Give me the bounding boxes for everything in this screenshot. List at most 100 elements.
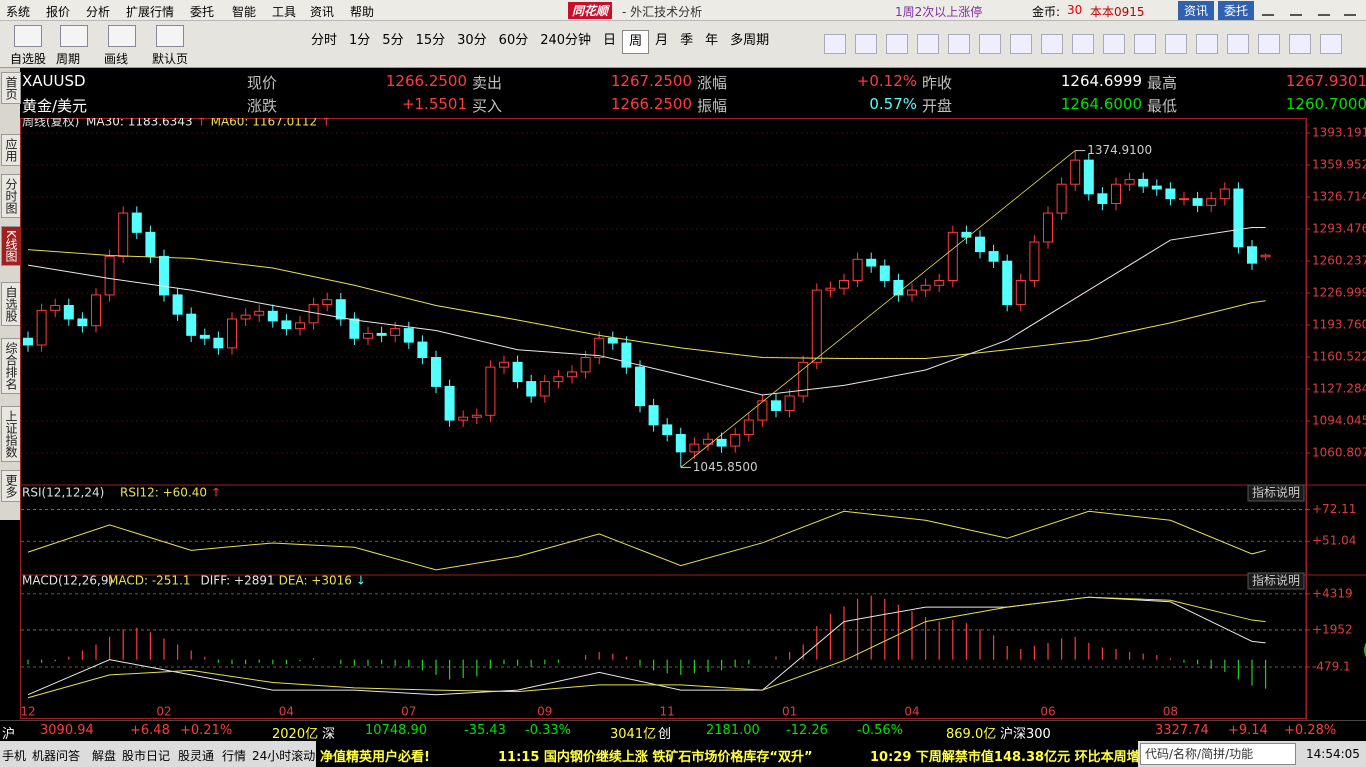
status-button[interactable]: 解盘 xyxy=(92,749,117,763)
y-tick-label: 1094.045 xyxy=(1312,413,1366,427)
tool-icon[interactable] xyxy=(1103,34,1125,54)
x-tick-label: 07 xyxy=(401,705,416,719)
candle-body xyxy=(118,212,129,257)
candle-body xyxy=(213,337,224,349)
tool-icon[interactable] xyxy=(824,34,846,54)
status-button[interactable]: 股灵通 xyxy=(178,749,215,763)
menu-item[interactable]: 扩展行情 xyxy=(126,5,175,19)
status-button[interactable]: 股市日记 xyxy=(122,749,171,763)
toolbar-icon[interactable] xyxy=(14,25,42,47)
period-button[interactable]: 周 xyxy=(622,30,650,54)
tool-icon[interactable] xyxy=(948,34,970,54)
sidebar-tab[interactable]: 综合排名 xyxy=(1,338,21,394)
coins-label: 金币: xyxy=(1032,5,1061,19)
toolbar-icon[interactable] xyxy=(156,25,184,47)
toolbar-label[interactable]: 画线 xyxy=(104,52,129,66)
tool-icon[interactable] xyxy=(1041,34,1063,54)
sidebar-tab[interactable]: 应用 xyxy=(1,134,21,166)
quote-label: 涨幅 xyxy=(697,74,728,92)
menu-bar: 系统 报价 分析 扩展行情 委托 智能 工具 资讯 帮助 同花顺 - 外汇技术分析 1周2次以上涨停金… xyxy=(0,0,1366,21)
candle-body xyxy=(893,279,904,296)
tool-icon[interactable] xyxy=(1289,34,1311,54)
period-button[interactable]: 5分 xyxy=(382,33,404,48)
menu-item[interactable]: 资讯 xyxy=(310,5,335,19)
index-item: +0.21% xyxy=(180,723,233,738)
tool-icon[interactable] xyxy=(917,34,939,54)
tool-icon[interactable] xyxy=(886,34,908,54)
search-box[interactable]: 代码/名称/简拼/功能 xyxy=(1140,743,1296,765)
indicator-help[interactable]: 指标说明 xyxy=(1252,485,1300,500)
tool-icon[interactable] xyxy=(1010,34,1032,54)
news-item[interactable]: 净值精英用户必看! xyxy=(320,750,430,765)
period-button[interactable]: 1分 xyxy=(349,33,371,48)
status-button[interactable]: 手机 xyxy=(2,749,27,763)
sidebar-tab[interactable]: 分时图 xyxy=(1,174,21,218)
period-button[interactable]: 日 xyxy=(603,33,617,48)
toolbar-label[interactable]: 周期 xyxy=(56,52,81,66)
tool-icon[interactable] xyxy=(855,34,877,54)
news-button[interactable]: 资讯 xyxy=(1178,1,1215,20)
tool-icon[interactable] xyxy=(1196,34,1218,54)
status-button[interactable]: 机器问答 xyxy=(32,749,81,763)
period-button[interactable]: 30分 xyxy=(457,33,487,48)
index-item: 2181.00 xyxy=(706,723,760,738)
candle-body xyxy=(471,414,482,418)
sidebar-tab[interactable]: 自选股 xyxy=(1,282,21,326)
period-button[interactable]: 月 xyxy=(655,33,669,48)
toolbar-label[interactable]: 自选股 xyxy=(10,52,47,66)
period-button[interactable]: 60分 xyxy=(498,33,529,48)
candle-body xyxy=(50,305,61,311)
menu-item[interactable]: 报价 xyxy=(46,5,71,19)
tool-icon[interactable] xyxy=(1320,34,1342,54)
sidebar-tab[interactable]: 首页 xyxy=(1,72,21,104)
tool-icon[interactable] xyxy=(1165,34,1187,54)
candle-body xyxy=(1043,212,1053,243)
period-button[interactable]: 240分钟 xyxy=(540,33,592,48)
period-button[interactable]: 多周期 xyxy=(730,33,770,48)
indicator-help[interactable]: 指标说明 xyxy=(1252,573,1300,588)
candle-body xyxy=(771,400,781,411)
symbol-name: 黄金/美元 xyxy=(22,97,88,115)
menu-item[interactable]: 帮助 xyxy=(350,5,375,19)
sidebar-tab[interactable]: 上证指数 xyxy=(1,406,21,462)
menu-item[interactable]: 工具 xyxy=(272,5,297,19)
panel-title: 周线(复权) xyxy=(22,118,79,129)
tool-icon[interactable] xyxy=(1227,34,1249,54)
candle-body xyxy=(431,356,441,387)
menu-item[interactable]: 系统 xyxy=(6,5,31,19)
toolbar-icon[interactable] xyxy=(60,25,88,47)
status-button[interactable]: 24小时滚动 xyxy=(252,749,316,763)
toolbar-label[interactable]: 默认页 xyxy=(152,52,189,66)
candle-body xyxy=(553,376,564,383)
candle-body xyxy=(594,337,605,358)
trade-button[interactable]: 委托 xyxy=(1218,1,1255,20)
quote-value: +1.5501 xyxy=(401,95,467,113)
legend-entry: DIFF: +2891 xyxy=(201,574,275,588)
quote-value: +0.12% xyxy=(856,72,917,90)
candle-body xyxy=(879,265,890,281)
candle-body xyxy=(1015,279,1026,306)
sidebar-tab[interactable]: 更多 xyxy=(1,470,21,502)
tool-icon[interactable] xyxy=(1258,34,1280,54)
menu-item[interactable]: 智能 xyxy=(232,5,257,19)
toolbar-icon[interactable] xyxy=(108,25,136,47)
tool-icon[interactable] xyxy=(979,34,1001,54)
notice-link[interactable]: 1周2次以上涨停 xyxy=(895,5,983,19)
user-name[interactable]: 本本0915 xyxy=(1090,5,1145,19)
period-button[interactable]: 季 xyxy=(680,33,694,48)
menu-item[interactable]: 委托 xyxy=(190,5,215,19)
menu-item[interactable]: 分析 xyxy=(86,5,111,19)
period-button[interactable]: 年 xyxy=(705,33,719,48)
y-tick-label: +1952 xyxy=(1312,622,1353,636)
news-item[interactable]: 10:29 下周解禁市值148.38亿元 环比本周增 xyxy=(870,750,1140,765)
indicator-help-box xyxy=(1247,572,1305,590)
tool-icon[interactable] xyxy=(1134,34,1156,54)
news-item[interactable]: 11:15 国内钢价继续上涨 铁矿石市场价格库存“双升” xyxy=(498,750,813,765)
sidebar-tab[interactable]: K线图 xyxy=(1,226,21,266)
period-button[interactable]: 分时 xyxy=(311,33,338,48)
tool-icon[interactable] xyxy=(1072,34,1094,54)
period-button[interactable]: 15分 xyxy=(415,33,446,48)
index-item: -35.43 xyxy=(464,723,506,738)
status-button[interactable]: 行情 xyxy=(222,749,247,763)
trend-line xyxy=(680,150,1076,468)
